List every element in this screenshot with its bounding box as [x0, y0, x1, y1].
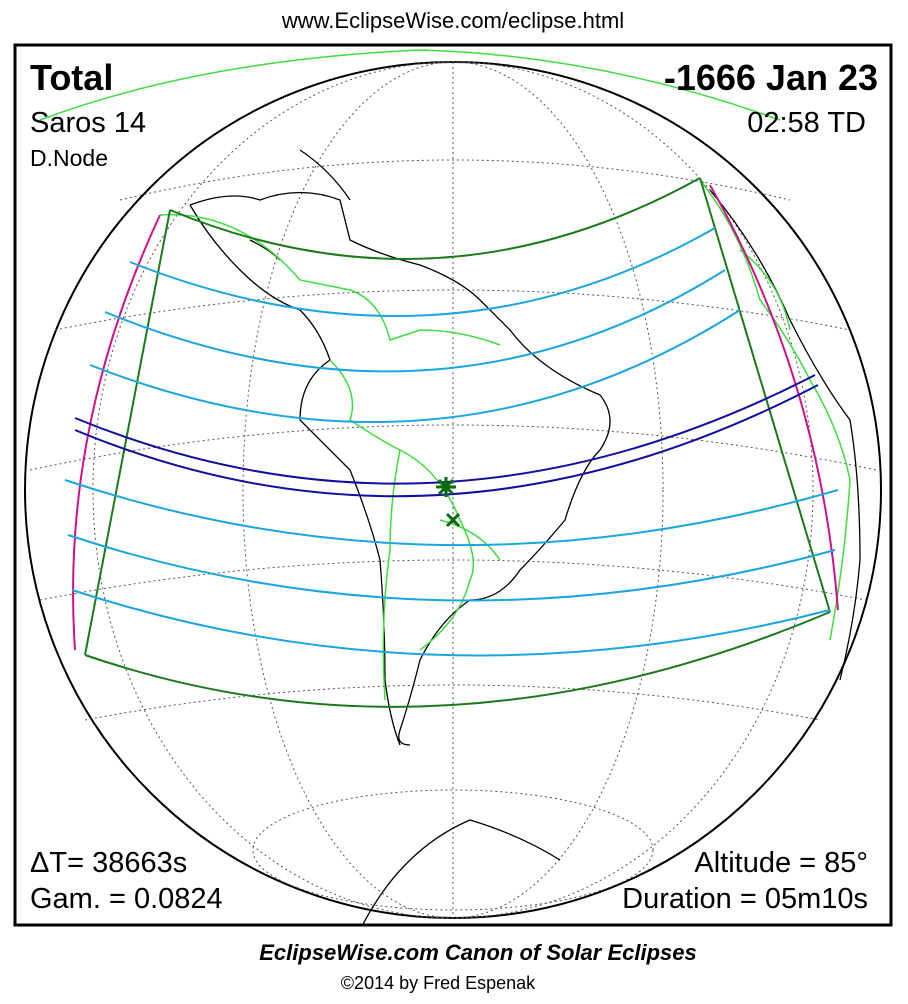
footer-title: EclipseWise.com Canon of Solar Eclipses — [259, 940, 697, 965]
url: www.EclipseWise.com/eclipse.html — [281, 8, 624, 33]
graticule — [29, 61, 877, 919]
greatest-eclipse — [436, 477, 461, 528]
altitude: Altitude = 85° — [694, 847, 868, 879]
globe-outline — [24, 61, 882, 919]
time: 02:58 TD — [747, 107, 866, 139]
set-limit-east — [709, 184, 839, 611]
frame — [13, 43, 893, 927]
path-limit-north — [169, 177, 701, 260]
delta-t: ΔT= 38663s — [30, 847, 187, 879]
gamma: Gam. = 0.0824 — [30, 883, 223, 915]
borders — [39, 49, 851, 701]
totality-south — [74, 384, 819, 498]
saros: Saros 14 — [30, 107, 146, 139]
path-limit-east — [699, 177, 831, 613]
path-limit-west — [84, 209, 171, 656]
node: D.Node — [30, 145, 108, 171]
path-limit-south — [84, 611, 831, 708]
coastlines — [189, 149, 861, 925]
duration: Duration = 05m10s — [622, 883, 868, 915]
date: -1666 Jan 23 — [664, 57, 878, 98]
copyright: ©2014 by Fred Espenak — [341, 973, 536, 993]
eclipse-type: Total — [30, 57, 113, 98]
isolines — [64, 227, 839, 657]
globe — [24, 49, 882, 925]
